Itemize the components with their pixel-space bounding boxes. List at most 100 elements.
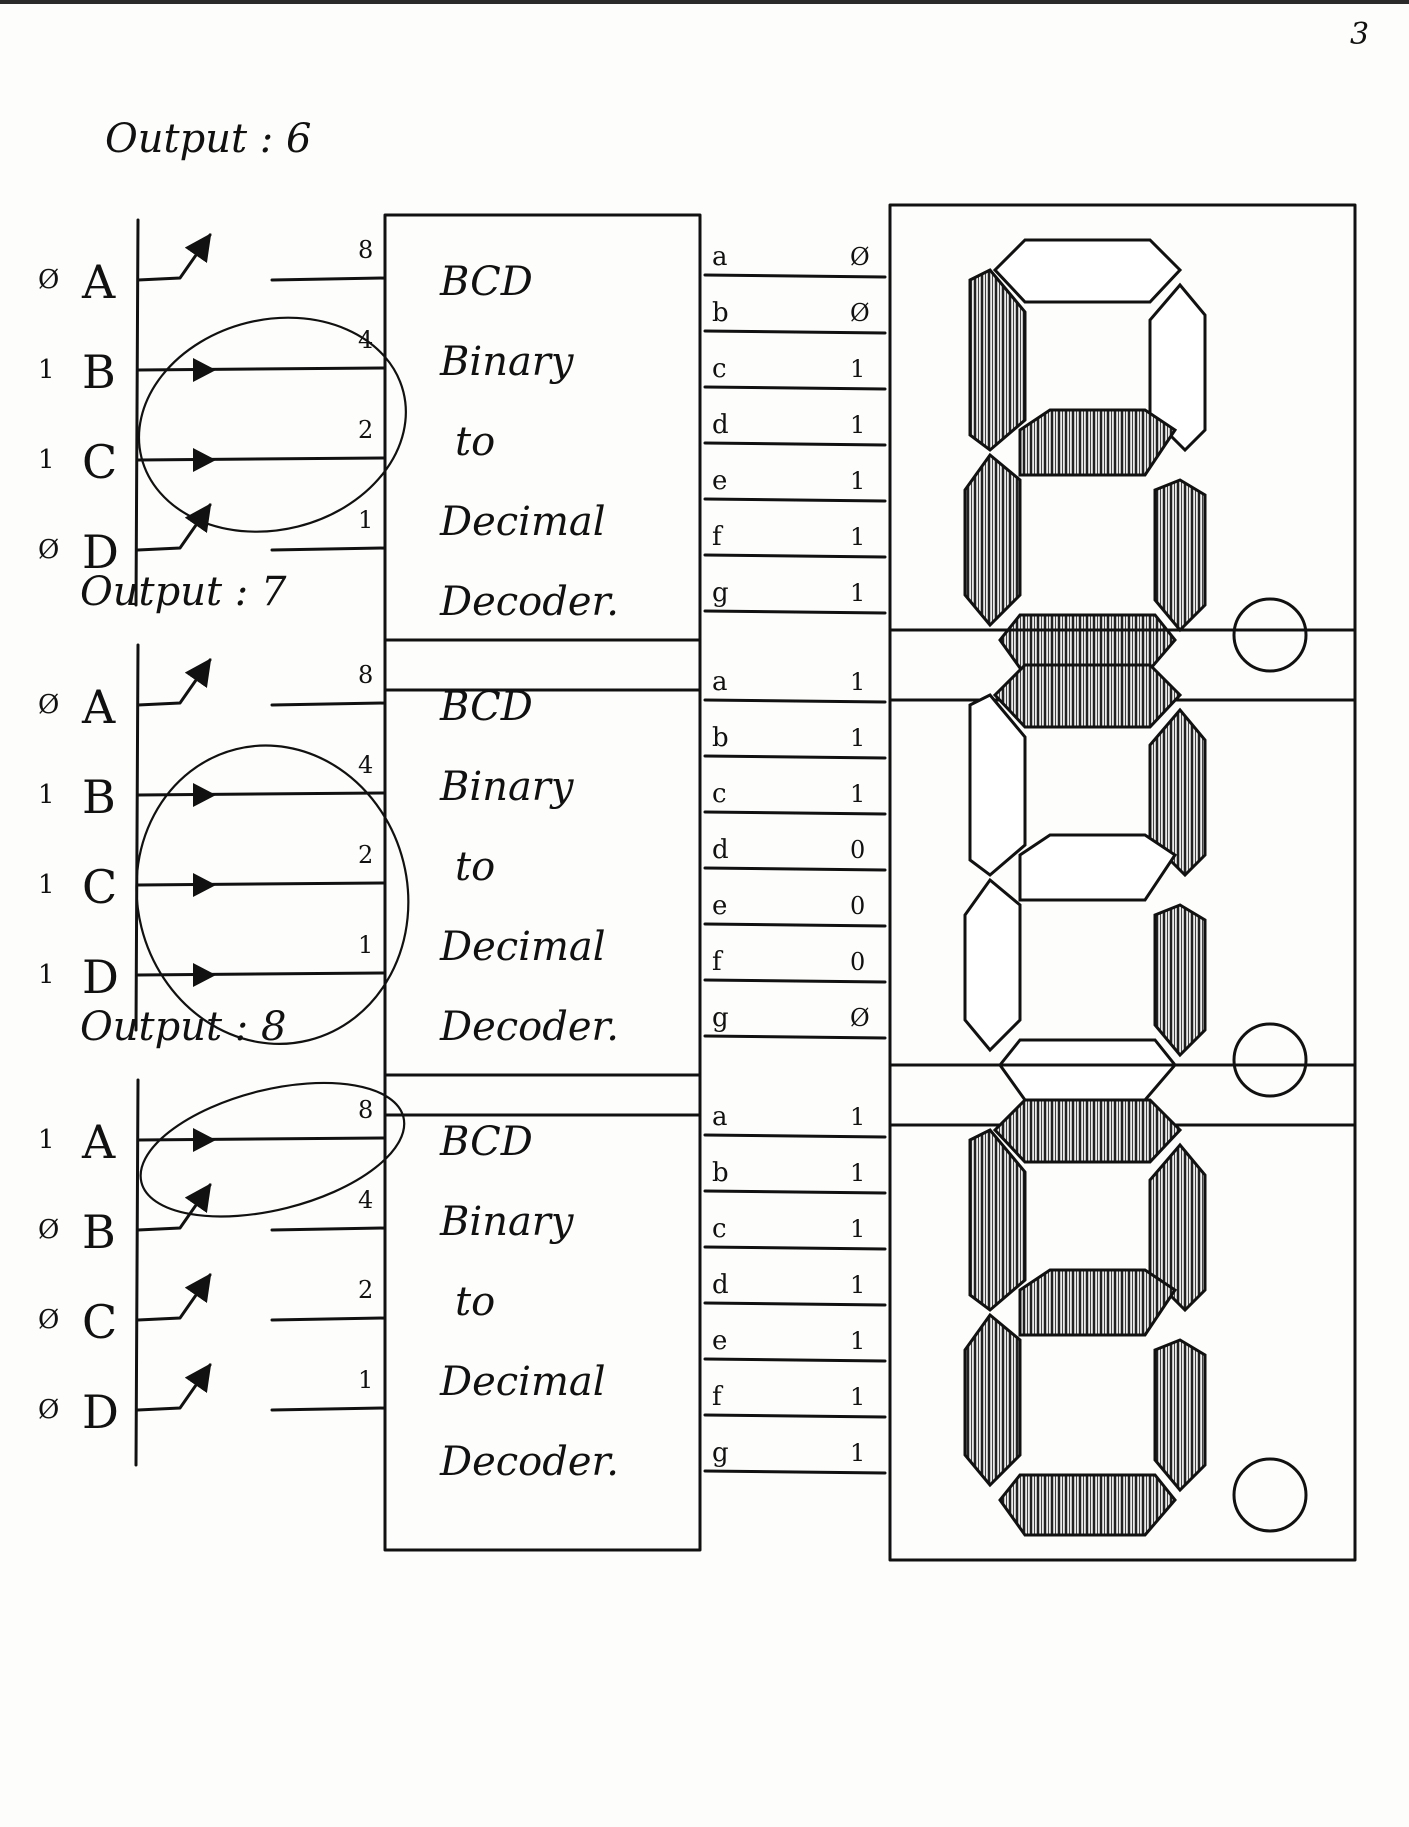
segment-letter: f — [712, 947, 724, 977]
input-weight: 2 — [358, 1276, 373, 1304]
switch-open-icon — [136, 1273, 212, 1322]
input-name: B — [82, 345, 116, 399]
segment-lower-left-lit — [963, 452, 1022, 628]
decimal-point-icon — [1232, 597, 1308, 673]
segment-lower-left-lit — [963, 1312, 1022, 1488]
decoder-label-line: to — [455, 419, 495, 465]
switch-closed-line — [136, 791, 387, 797]
input-name: C — [82, 435, 117, 489]
switch-closed-line — [136, 881, 387, 887]
output-label: Output : 6 — [105, 116, 311, 162]
segment-letter: a — [712, 1102, 728, 1132]
segment-value: 0 — [850, 836, 865, 864]
segment-lower-left-unlit — [963, 877, 1022, 1053]
segment-middle-lit — [1018, 408, 1178, 477]
decoder-label-line: Decimal — [439, 499, 606, 545]
segment-middle-unlit — [1018, 833, 1178, 902]
input-weight: 8 — [358, 661, 373, 689]
input-name: A — [81, 255, 116, 309]
switch-closed-line — [136, 971, 387, 977]
decoder-label-line: BCD — [439, 1119, 533, 1165]
segment-lower-right-lit — [1153, 1338, 1207, 1493]
input-name: C — [82, 860, 117, 914]
signal-arrow-icon — [193, 1128, 216, 1152]
decoder-label-line: to — [455, 1279, 495, 1325]
input-name: B — [82, 1205, 116, 1259]
segment-letter: b — [712, 723, 729, 753]
segment-value: 1 — [850, 1159, 865, 1187]
segment-letter: c — [712, 354, 727, 384]
segment-lower-right-lit — [1153, 478, 1207, 633]
decoder-label-line: Decoder. — [439, 579, 619, 625]
input-name: D — [82, 1385, 119, 1439]
segment-bottom-unlit — [998, 1038, 1177, 1102]
segment-output-line — [703, 922, 887, 928]
segment-letter: d — [712, 835, 729, 865]
decoder-label-line: Decoder. — [439, 1004, 619, 1050]
switch-closed-line — [136, 366, 387, 372]
input-bit-value: 1 — [38, 1125, 55, 1155]
segment-value: 1 — [850, 1327, 865, 1355]
segment-letter: b — [712, 298, 729, 328]
decoder-label-line: Decimal — [439, 924, 606, 970]
page-number: 3 — [1350, 17, 1369, 52]
input-bus-line — [134, 218, 140, 607]
decoder-label-line: BCD — [439, 684, 533, 730]
segment-letter: f — [712, 1382, 724, 1412]
switch-open-icon — [136, 658, 212, 707]
input-stub-line — [270, 1226, 387, 1232]
segment-letter: d — [712, 1270, 729, 1300]
segment-upper-right-lit — [1148, 707, 1207, 878]
display-frame — [888, 1063, 1357, 1562]
segment-value: Ø — [850, 243, 870, 271]
input-weight: 1 — [358, 506, 373, 534]
active-input-circle — [135, 744, 410, 1045]
segment-output-line — [703, 1189, 887, 1195]
segment-top-lit — [992, 1098, 1183, 1164]
segment-output-line — [703, 329, 887, 335]
input-bit-value: Ø — [38, 1305, 59, 1335]
segment-output-line — [703, 609, 887, 615]
segment-output-line — [703, 698, 887, 704]
segment-bottom-lit — [998, 1473, 1177, 1537]
segment-value: 1 — [850, 355, 865, 383]
input-weight: 1 — [358, 931, 373, 959]
segment-top-unlit — [992, 238, 1183, 304]
input-bit-value: 1 — [38, 445, 55, 475]
decoder-label-line: Binary — [439, 1199, 575, 1245]
segment-output-line — [703, 810, 887, 816]
input-stub-line — [270, 701, 387, 707]
segment-letter: e — [712, 891, 727, 921]
segment-upper-left-unlit — [968, 693, 1027, 877]
active-input-circle — [137, 316, 407, 533]
decimal-point-icon — [1232, 1457, 1308, 1533]
segment-letter: g — [712, 578, 729, 608]
input-name: B — [82, 770, 116, 824]
segment-value: 1 — [850, 1439, 865, 1467]
segment-value: 0 — [850, 948, 865, 976]
decoder-box — [383, 213, 702, 692]
segment-letter: c — [712, 1214, 727, 1244]
input-weight: 8 — [358, 236, 373, 264]
decoder-box — [383, 1073, 702, 1552]
segment-letter: f — [712, 522, 724, 552]
input-stub-line — [270, 1316, 387, 1322]
input-bit-value: 1 — [38, 355, 55, 385]
segment-output-line — [703, 553, 887, 559]
segment-lower-right-lit — [1153, 903, 1207, 1058]
input-bit-value: Ø — [38, 1395, 59, 1425]
input-bit-value: Ø — [38, 1215, 59, 1245]
segment-output-line — [703, 441, 887, 447]
input-name: A — [81, 1115, 116, 1169]
input-weight: 2 — [358, 841, 373, 869]
signal-arrow-icon — [193, 448, 216, 472]
segment-letter: a — [712, 242, 728, 272]
segment-output-line — [703, 497, 887, 503]
switch-open-icon — [136, 503, 212, 552]
switch-closed-line — [136, 1136, 387, 1142]
input-name: D — [82, 525, 119, 579]
decoder-label-line: BCD — [439, 259, 533, 305]
decoder-label-line: Decoder. — [439, 1439, 619, 1485]
